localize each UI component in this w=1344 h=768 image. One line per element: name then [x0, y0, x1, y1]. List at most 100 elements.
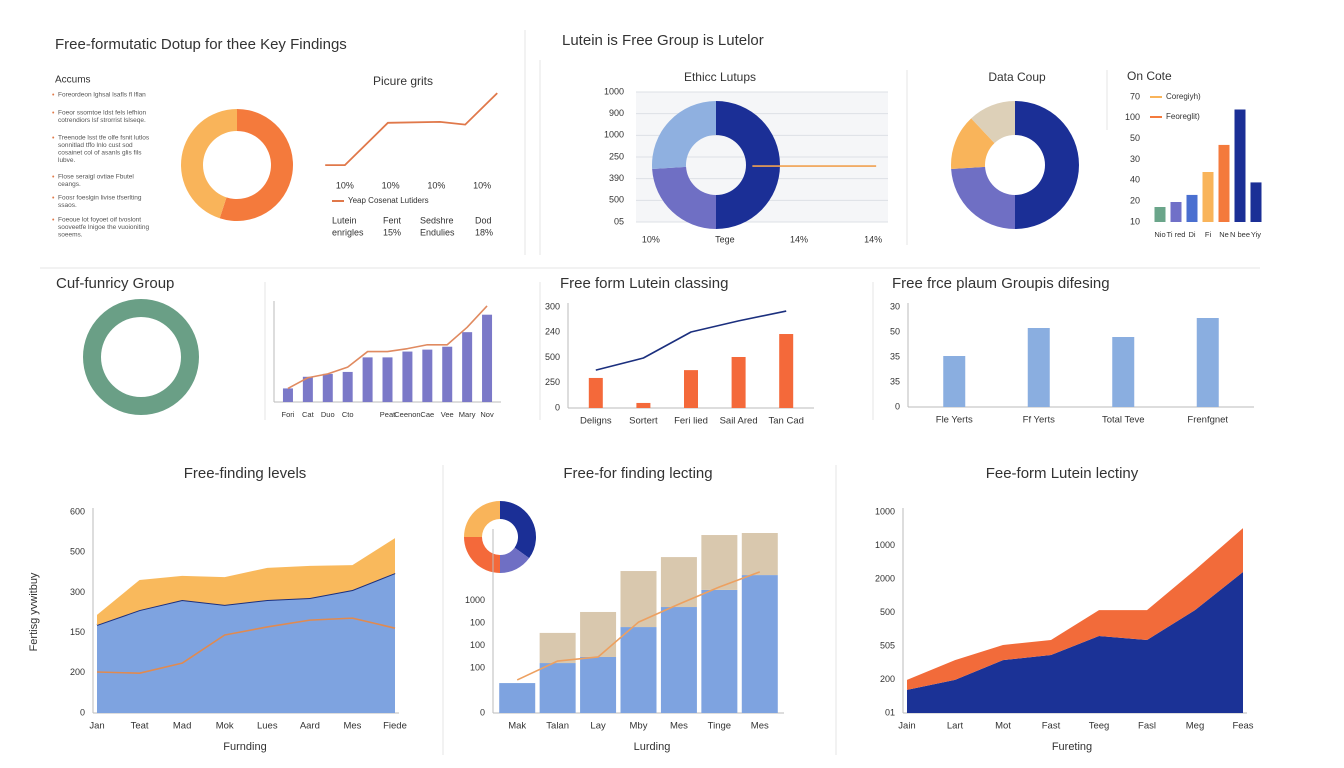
x-axis-label: Fureting	[1052, 741, 1092, 753]
x-tick-label: Mok	[216, 721, 234, 732]
y-tick-label: 70	[1130, 91, 1140, 101]
x-axis-label: Furnding	[223, 741, 266, 753]
x-tick-label: 10%	[382, 180, 400, 190]
y-tick-label: 500	[70, 547, 85, 557]
pie-slice	[951, 118, 995, 170]
pie-slice	[500, 501, 536, 559]
bar	[422, 349, 433, 402]
panel-title: Free-formutatic Dotup for thee Key Findi…	[55, 36, 347, 53]
x-tick-label: Nio	[1154, 230, 1165, 239]
x-tick-label: Mes	[670, 721, 688, 732]
x-tick-label: Aard	[300, 721, 320, 732]
bar-segment	[539, 663, 576, 713]
x-tick-label: Total Teve	[1102, 415, 1145, 426]
x-tick-label: Frenfgnet	[1187, 415, 1228, 426]
y-tick-label: 0	[555, 402, 560, 412]
line	[96, 617, 396, 675]
y-tick-label: 100	[1125, 112, 1140, 122]
bar-segment	[660, 607, 697, 713]
bar	[322, 373, 333, 402]
x-tick-label: N bee	[1230, 230, 1250, 239]
panel-title: Lutein is Free Group is Lutelor	[562, 32, 764, 49]
bar	[684, 370, 698, 408]
bar	[636, 402, 651, 408]
y-tick-label: 50	[890, 326, 900, 336]
y-tick-label: 01	[885, 707, 895, 717]
chart-title: Free form Lutein classing	[560, 275, 728, 292]
chart-title: Picure grits	[373, 74, 433, 88]
x-tick-label: Duo	[321, 410, 335, 419]
bar-segment	[701, 535, 738, 590]
y-tick-label: 35	[890, 351, 900, 361]
y-tick-label: 100	[470, 640, 485, 650]
y-tick-label: 100	[470, 617, 485, 627]
y-tick-label: 500	[609, 195, 624, 205]
list-item: Flose seraigl ovtiae Fbutel	[58, 174, 134, 181]
pie-slice	[651, 101, 716, 170]
table-cell: Lutein	[332, 215, 357, 225]
y-tick-label: 505	[880, 640, 895, 650]
x-tick-label: Fiede	[383, 721, 407, 732]
bar	[1218, 144, 1230, 222]
x-tick-label: Teat	[131, 721, 149, 732]
x-tick-label: Tinge	[708, 721, 731, 732]
x-tick-label: Ti red	[1167, 230, 1186, 239]
list-item: soeems.	[58, 232, 83, 239]
x-tick-label: Vee	[441, 410, 454, 419]
chart-title: Data Coup	[988, 70, 1046, 84]
pie-slice	[652, 166, 716, 229]
line	[595, 310, 787, 371]
y-tick-label: 390	[609, 173, 624, 183]
x-tick-label: Nov	[480, 410, 494, 419]
x-tick-label: Fle Yerts	[936, 415, 973, 426]
x-tick-label: Lues	[257, 721, 278, 732]
bar-segment	[620, 571, 657, 628]
y-tick-label: 500	[545, 352, 560, 362]
area	[97, 573, 395, 713]
line	[325, 92, 498, 166]
x-tick-label: Mes	[751, 721, 769, 732]
x-tick-label: Cat	[302, 410, 315, 419]
y-tick-label: 2000	[875, 573, 895, 583]
bullet: •	[52, 92, 55, 99]
bullet: •	[52, 174, 55, 181]
x-tick-label: Feri lied	[674, 416, 708, 427]
list-item: Foosr foeslgin livise tfserlting	[58, 195, 142, 202]
list-item: Foeoue lot foyoet oif tvoslont	[58, 217, 141, 224]
chart-title: Fee-form Lutein lectiny	[986, 465, 1139, 482]
x-tick-label: 10%	[642, 234, 660, 244]
x-tick-label: Tege	[715, 234, 735, 244]
bar	[402, 351, 413, 402]
y-tick-label: 100	[470, 662, 485, 672]
bullet: •	[52, 195, 55, 202]
x-tick-label: Sail Ared	[720, 416, 758, 427]
y-tick-label: 500	[880, 607, 895, 617]
x-tick-label: Meg	[1186, 721, 1204, 732]
x-tick-label: Jan	[89, 721, 104, 732]
area	[97, 538, 395, 625]
legend-label: Feoreglit)	[1166, 112, 1200, 121]
x-tick-label: Cae	[420, 410, 434, 419]
bar	[1186, 194, 1198, 222]
list-item: sooveetfe lnigoe the vuoioniting	[58, 224, 149, 231]
y-tick-label: 1000	[604, 130, 624, 140]
bar-segment	[741, 533, 778, 576]
x-tick-label: Mes	[343, 721, 361, 732]
x-tick-label: 14%	[864, 234, 882, 244]
y-tick-label: 30	[1130, 154, 1140, 164]
x-tick-label: Ne	[1219, 230, 1229, 239]
bar	[588, 377, 603, 408]
x-tick-label: Tan Cad	[769, 416, 804, 427]
list-item: Foreordeon lghsal lsafls fl lflan	[58, 92, 146, 99]
y-tick-label: 0	[480, 707, 485, 717]
list-item: cosainet col of asanls glis fils	[58, 150, 142, 157]
x-tick-label: Feas	[1232, 721, 1253, 732]
list-item: Treenode lsst tfe olfe fsnit lutlos	[58, 135, 150, 142]
bar	[1027, 328, 1050, 407]
bar	[1154, 207, 1166, 222]
y-tick-label: 300	[70, 587, 85, 597]
chart-title: Free frce plaum Groupis difesing	[892, 275, 1110, 292]
bar	[1234, 109, 1246, 222]
bullet: •	[52, 217, 55, 224]
